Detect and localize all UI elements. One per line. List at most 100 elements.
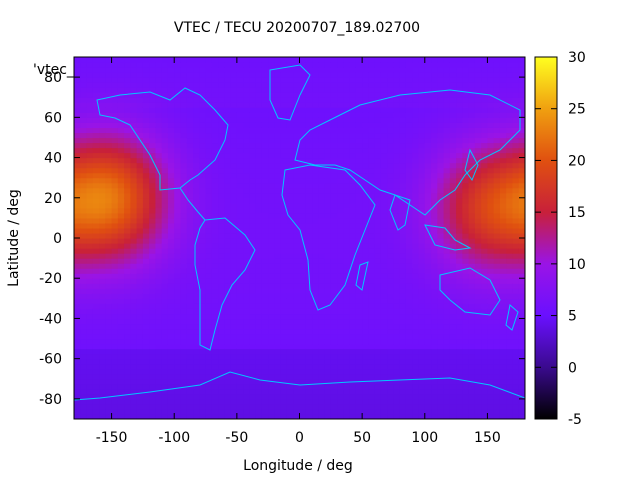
heat-cell [437,222,445,229]
heat-cell [431,318,438,325]
heat-cell [474,358,482,365]
heat-cell [261,207,269,214]
heat-cell [224,253,232,259]
heat-cell [224,147,232,154]
heat-cell [387,222,395,229]
heat-cell [399,77,407,83]
heat-cell [180,288,188,294]
heat-cell [337,212,344,219]
heat-cell [86,283,94,289]
heat-cell [324,207,332,214]
heat-cell [74,408,81,415]
heat-cell [224,258,232,264]
heat-cell [468,318,476,325]
heat-cell [368,258,376,264]
heat-cell [343,343,351,350]
heat-cell [74,157,81,164]
heat-cell [380,318,388,325]
heat-cell [268,92,276,98]
heat-cell [105,303,113,309]
heat-cell [167,373,175,380]
heat-cell [124,157,131,164]
heat-cell [74,142,81,149]
heat-cell [324,87,332,93]
heat-cell [487,243,495,249]
heat-cell [324,142,332,149]
heat-cell [424,323,432,330]
heat-cell [74,97,81,103]
heat-cell [149,403,157,410]
heat-cell [99,177,106,184]
heat-cell [399,62,407,68]
heat-cell [418,117,426,123]
heat-cell [474,87,482,93]
heat-cell [218,182,225,189]
heat-cell [130,72,138,78]
heat-cell [117,192,125,199]
heat-cell [92,87,100,93]
heat-cell [211,67,219,73]
heat-cell [74,363,81,370]
heat-cell [174,102,182,108]
heat-cell [149,147,157,154]
heat-cell [167,298,175,304]
heat-cell [387,398,395,405]
heat-cell [155,137,163,144]
heat-cell [105,197,113,204]
heat-cell [286,72,294,78]
heat-cell [111,283,119,289]
heat-cell [255,92,263,98]
heat-cell [205,298,213,304]
heat-cell [399,157,407,164]
heat-cell [230,243,238,249]
heat-cell [456,388,463,395]
heat-cell [249,142,257,149]
heat-cell [443,338,451,345]
heat-cell [487,117,495,123]
heat-cell [399,278,407,284]
heat-cell [218,408,225,415]
heat-cell [362,102,369,108]
heat-cell [487,403,495,410]
heat-cell [374,288,382,294]
heat-cell [493,72,501,78]
heat-cell [136,353,144,360]
heat-cell [437,403,445,410]
heat-cell [155,172,163,179]
heat-cell [362,232,369,239]
heat-cell [374,142,382,149]
heat-cell [218,318,225,325]
heat-cell [380,207,388,214]
heat-cell [230,217,238,224]
heat-cell [506,378,514,385]
heat-cell [243,353,250,360]
heat-cell [174,97,182,103]
heat-cell [493,182,501,189]
heat-cell [487,77,495,83]
heat-cell [506,288,514,294]
heat-cell [224,263,232,269]
heat-cell [111,298,119,304]
heat-cell [161,157,169,164]
heat-cell [218,232,225,239]
heat-cell [418,268,426,274]
heat-cell [380,87,388,93]
heat-cell [424,182,432,189]
heat-cell [111,263,119,269]
heat-cell [218,82,225,88]
heat-cell [468,132,476,139]
heat-cell [424,217,432,224]
heat-cell [186,212,194,219]
heat-cell [161,232,169,239]
heat-cell [136,298,144,304]
heat-cell [374,343,382,350]
heat-cell [193,393,200,400]
heat-cell [437,248,445,254]
heat-cell [261,97,269,103]
heat-cell [111,373,119,380]
heat-cell [199,172,207,179]
heat-cell [180,373,188,380]
heat-cell [443,403,451,410]
heat-cell [130,102,138,108]
heat-cell [111,338,119,345]
